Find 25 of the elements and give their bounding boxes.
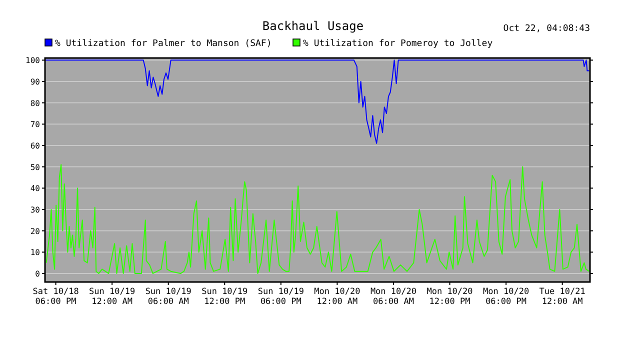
y-tick-label: 30 [30,205,40,214]
y-tick-label: 70 [30,120,40,130]
x-tick-label: Sun 10/19 06:00 AM [145,287,192,307]
y-tick-label: 20 [30,226,40,236]
chart-title: Backhaul Usage [262,19,364,33]
y-tick-label: 10 [30,248,40,258]
x-tick-label: Sat 10/18 06:00 PM [32,287,79,307]
y-tick-label: 60 [30,141,40,150]
x-tick-label: Mon 10/20 12:00 PM [426,287,473,307]
text: Oct 22, 04:08:43 [503,24,590,34]
x-tick-label: Mon 10/20 12:00 AM [314,287,360,307]
legend-label: % Utilization for Pomeroy to Jolley [303,39,494,49]
y-tick-label: 0 [35,269,40,278]
x-tick-label: Sun 10/19 12:00 PM [202,287,248,307]
x-tick-label: Mon 10/20 06:00 PM [483,287,530,307]
x-tick-label: Sun 10/19 12:00 AM [89,287,136,307]
x-tick-label: Mon 10/20 06:00 AM [370,287,417,307]
x-tick-label: Sun 10/19 06:00 PM [258,287,304,307]
y-tick-label: 80 [30,98,40,108]
y-tick-label: 100 [26,56,40,66]
y-tick-label: 40 [30,184,40,194]
legend-label: % Utilization for Palmer to Manson (SAF) [55,39,272,49]
y-tick-label: 50 [30,162,40,172]
x-tick-label: Tue 10/21 12:00 AM [539,287,586,307]
y-tick-label: 90 [30,77,40,86]
